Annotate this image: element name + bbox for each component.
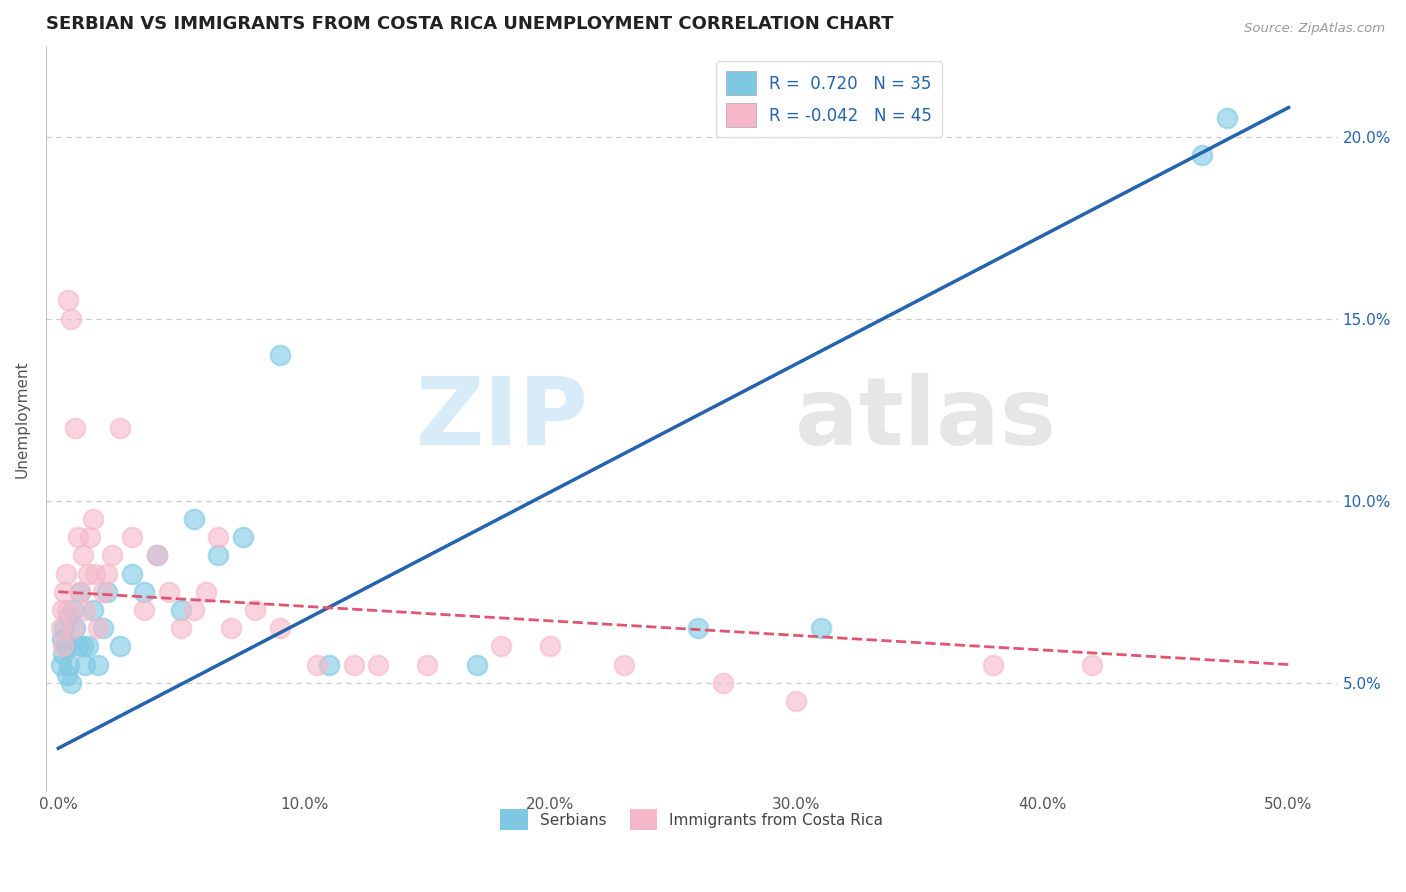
Point — [686, 621, 709, 635]
Point — [49, 621, 72, 635]
Point — [981, 657, 1004, 672]
Point — [55, 640, 77, 654]
Point — [183, 512, 205, 526]
Point — [465, 657, 488, 672]
Point — [207, 549, 229, 563]
Point — [75, 657, 97, 672]
Point — [134, 584, 156, 599]
Point — [318, 657, 340, 672]
Point — [58, 657, 80, 672]
Point — [56, 603, 79, 617]
Point — [170, 621, 193, 635]
Point — [59, 311, 82, 326]
Point — [121, 566, 143, 581]
Point — [79, 530, 101, 544]
Point — [1191, 148, 1213, 162]
Point — [207, 530, 229, 544]
Point — [91, 621, 114, 635]
Point — [1216, 112, 1239, 126]
Point — [72, 640, 94, 654]
Point — [232, 530, 254, 544]
Point — [53, 621, 76, 635]
Point — [145, 549, 167, 563]
Point — [1080, 657, 1102, 672]
Point — [134, 603, 156, 617]
Point — [342, 657, 364, 672]
Point — [101, 549, 124, 563]
Point — [49, 657, 72, 672]
Point — [243, 603, 266, 617]
Text: SERBIAN VS IMMIGRANTS FROM COSTA RICA UNEMPLOYMENT CORRELATION CHART: SERBIAN VS IMMIGRANTS FROM COSTA RICA UN… — [46, 15, 893, 33]
Point — [183, 603, 205, 617]
Point — [72, 549, 94, 563]
Point — [62, 621, 84, 635]
Point — [96, 566, 118, 581]
Point — [785, 694, 807, 708]
Point — [52, 647, 75, 661]
Point — [62, 603, 84, 617]
Point — [613, 657, 636, 672]
Point — [219, 621, 242, 635]
Point — [538, 640, 561, 654]
Text: atlas: atlas — [796, 373, 1056, 465]
Point — [269, 621, 291, 635]
Point — [84, 566, 107, 581]
Point — [96, 584, 118, 599]
Point — [51, 632, 73, 646]
Point — [194, 584, 217, 599]
Point — [108, 421, 131, 435]
Point — [65, 421, 87, 435]
Point — [69, 584, 91, 599]
Point — [76, 566, 98, 581]
Point — [305, 657, 328, 672]
Point — [121, 530, 143, 544]
Point — [489, 640, 512, 654]
Legend: Serbians, Immigrants from Costa Rica: Serbians, Immigrants from Costa Rica — [495, 803, 890, 837]
Point — [170, 603, 193, 617]
Point — [66, 530, 89, 544]
Point — [56, 610, 79, 624]
Point — [108, 640, 131, 654]
Text: ZIP: ZIP — [416, 373, 589, 465]
Point — [82, 603, 104, 617]
Point — [69, 584, 91, 599]
Point — [56, 668, 79, 682]
Point — [53, 584, 76, 599]
Point — [145, 549, 167, 563]
Point — [269, 348, 291, 362]
Point — [59, 675, 82, 690]
Point — [66, 640, 89, 654]
Point — [51, 603, 73, 617]
Point — [56, 293, 79, 308]
Point — [711, 675, 734, 690]
Point — [76, 640, 98, 654]
Point — [55, 566, 77, 581]
Point — [367, 657, 389, 672]
Point — [65, 621, 87, 635]
Point — [810, 621, 832, 635]
Point — [91, 584, 114, 599]
Point — [86, 657, 108, 672]
Text: Source: ZipAtlas.com: Source: ZipAtlas.com — [1244, 22, 1385, 36]
Point — [157, 584, 180, 599]
Y-axis label: Unemployment: Unemployment — [15, 360, 30, 477]
Point — [75, 603, 97, 617]
Point — [416, 657, 439, 672]
Point — [82, 512, 104, 526]
Point — [52, 640, 75, 654]
Point — [86, 621, 108, 635]
